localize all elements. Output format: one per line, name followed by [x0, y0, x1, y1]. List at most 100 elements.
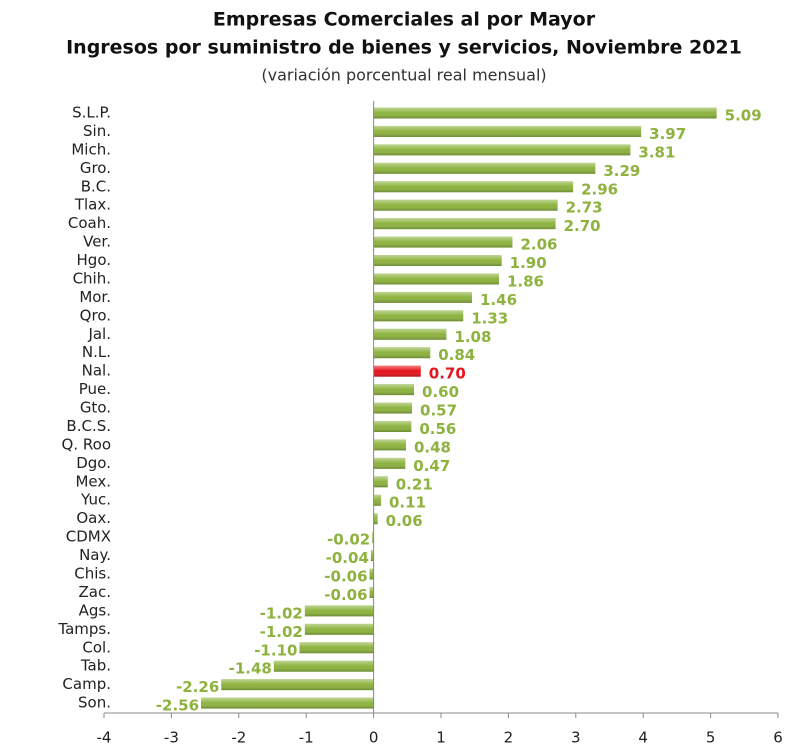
value-label: 0.57	[420, 402, 457, 420]
value-label: -0.02	[327, 531, 370, 549]
bar-shade	[373, 236, 513, 248]
bar-shade	[373, 439, 406, 451]
bar-shade	[372, 531, 374, 543]
category-label: N.L.	[82, 343, 111, 361]
bar-shade	[221, 679, 374, 691]
bar-shade	[373, 255, 502, 267]
bar-shade	[373, 402, 413, 414]
category-label: Son.	[78, 694, 111, 712]
category-label: Q. Roo	[62, 435, 111, 453]
value-label: 0.11	[389, 494, 426, 512]
bar-shade	[373, 291, 473, 303]
value-label: 0.48	[414, 438, 451, 456]
value-label: 3.97	[649, 125, 686, 143]
bar-shade	[373, 310, 464, 322]
bar-shade	[373, 347, 431, 359]
value-label: 0.47	[413, 457, 450, 475]
bar-shade	[373, 513, 378, 525]
value-label: 3.29	[603, 162, 640, 180]
x-tick-label: 3	[571, 729, 581, 747]
bar-shade	[373, 476, 388, 488]
x-tick-label: 6	[773, 729, 783, 747]
value-label: 5.09	[725, 107, 762, 125]
x-tick-label: -4	[97, 729, 112, 747]
bar-shade	[373, 273, 499, 285]
bar-shade	[299, 642, 374, 654]
value-label: 1.90	[510, 254, 547, 272]
category-label: Jal.	[87, 325, 111, 343]
value-label: -2.26	[176, 678, 219, 696]
bar-shade	[373, 181, 574, 193]
value-label: 1.33	[471, 309, 508, 327]
category-label: Mich.	[71, 140, 111, 158]
category-label: Yuc.	[80, 491, 111, 509]
bar-shade	[373, 365, 421, 377]
category-label: Gro.	[80, 159, 111, 177]
bar-shade	[370, 550, 374, 562]
category-label: Ver.	[83, 233, 111, 251]
bar-shade	[373, 420, 412, 432]
bar-shade	[201, 697, 374, 709]
category-label: Gto.	[80, 399, 111, 417]
value-label: 0.84	[438, 346, 475, 364]
category-label: Nay.	[79, 546, 111, 564]
bar-shade	[273, 660, 374, 672]
chart-note: (variación porcentual real mensual)	[261, 66, 546, 85]
value-label: -1.10	[254, 641, 297, 659]
category-label: Coah.	[68, 214, 111, 232]
value-label: 1.08	[454, 328, 491, 346]
x-tick-label: -3	[164, 729, 179, 747]
category-label: S.L.P.	[72, 104, 111, 122]
value-label: 1.86	[507, 272, 544, 290]
bar-shade	[373, 457, 406, 469]
category-label: Tlax.	[74, 196, 111, 214]
category-label: Hgo.	[77, 251, 111, 269]
category-label: Dgo.	[76, 454, 111, 472]
bar-shade	[369, 568, 374, 580]
value-label: 0.60	[422, 383, 459, 401]
bar-shade	[369, 586, 374, 598]
value-label: -2.56	[156, 697, 199, 715]
bar-shade	[373, 218, 556, 230]
bar-shade	[304, 605, 374, 617]
category-label: Tab.	[80, 657, 111, 675]
bar-shade	[373, 107, 717, 119]
value-label: 1.46	[480, 291, 517, 309]
bar-shade	[373, 162, 596, 174]
category-label: Pue.	[79, 380, 111, 398]
value-label: 2.70	[564, 217, 601, 235]
bar-shade	[373, 494, 382, 506]
x-tick-label: 1	[436, 729, 446, 747]
x-tick-label: 0	[369, 729, 379, 747]
category-label: Tamps.	[57, 620, 111, 638]
bar-shade	[304, 623, 374, 635]
value-label: -0.04	[326, 549, 369, 567]
category-label: Zac.	[79, 583, 111, 601]
bar-shade	[373, 144, 631, 156]
value-label: 0.56	[419, 420, 456, 438]
value-label: -1.02	[260, 623, 303, 641]
category-label: B.C.S.	[66, 417, 111, 435]
x-tick-label: 2	[504, 729, 514, 747]
category-label: Oax.	[76, 509, 111, 527]
value-label: 0.70	[429, 365, 466, 383]
category-label: Nal.	[82, 362, 111, 380]
value-label: 2.73	[566, 199, 603, 217]
chart-subtitle: Ingresos por suministro de bienes y serv…	[66, 37, 742, 59]
category-label: B.C.	[81, 177, 111, 195]
value-label: -0.06	[324, 568, 367, 586]
bar-shade	[373, 384, 415, 396]
category-label: Mex.	[75, 472, 111, 490]
value-label: 3.81	[638, 143, 675, 161]
category-label: Qro.	[80, 306, 111, 324]
x-tick-label: 5	[706, 729, 716, 747]
x-tick-label: -1	[299, 729, 314, 747]
value-label: -1.48	[229, 660, 272, 678]
value-label: -0.06	[324, 586, 367, 604]
category-label: Ags.	[79, 601, 111, 619]
value-label: 2.06	[520, 236, 557, 254]
x-tick-label: 4	[638, 729, 648, 747]
category-label: Col.	[82, 638, 111, 656]
category-label: Chih.	[73, 269, 111, 287]
